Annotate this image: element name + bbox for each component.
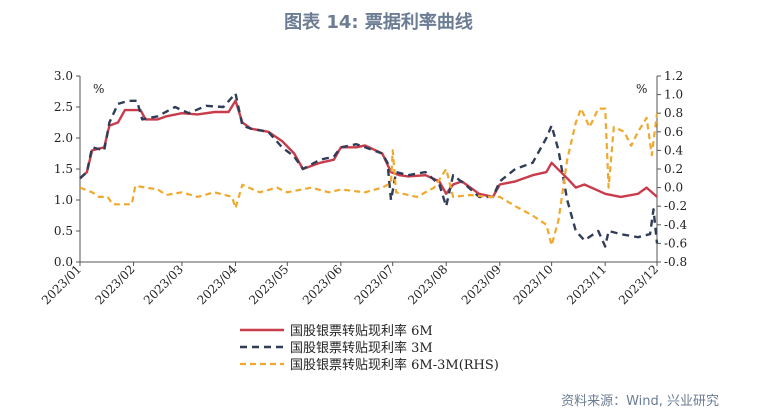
left-axis-unit-label: % — [93, 82, 104, 96]
legend-label-2: 国股银票转贴现利率 3M — [290, 340, 433, 356]
right-tick-label: 0.6 — [664, 125, 683, 139]
right-tick-label: 1.2 — [664, 69, 683, 83]
left-tick-label: 0.5 — [54, 224, 73, 238]
x-tick-label: 2023/10 — [511, 262, 556, 307]
x-tick-label: 2023/04 — [194, 262, 239, 307]
right-tick-label: 0.8 — [664, 106, 683, 120]
right-tick-label: -0.8 — [664, 255, 687, 269]
series-line-2 — [79, 92, 659, 248]
right-tick-label: -0.6 — [664, 236, 687, 250]
x-tick-label: 2023/02 — [93, 262, 138, 307]
left-tick-label: 3.0 — [54, 69, 73, 83]
legend-label-3: 国股银票转贴现利率 6M-3M(RHS) — [290, 357, 499, 373]
legend-label-1: 国股银票转贴现利率 6M — [290, 323, 433, 339]
left-tick-label: 0.0 — [54, 255, 73, 269]
right-tick-label: 1.0 — [664, 88, 683, 102]
series-lines-group — [79, 92, 659, 248]
x-tick-label: 2023/03 — [141, 262, 186, 307]
x-tick-label: 2023/05 — [246, 262, 291, 307]
right-tick-label: -0.2 — [664, 199, 687, 213]
right-axis-unit-label: % — [636, 82, 647, 96]
left-tick-label: 2.5 — [54, 100, 73, 114]
right-tick-label: 0.2 — [664, 162, 683, 176]
series-line-3 — [79, 107, 659, 247]
left-tick-label: 1.5 — [54, 162, 73, 176]
right-tick-label: 0.0 — [664, 181, 683, 195]
x-tick-label: 2023/07 — [352, 262, 397, 307]
series-line-1 — [79, 99, 658, 199]
left-tick-label: 2.0 — [54, 131, 73, 145]
x-tick-label: 2023/12 — [616, 262, 661, 307]
left-tick-label: 1.0 — [54, 193, 73, 207]
right-tick-label: -0.4 — [664, 218, 688, 232]
x-tick-label: 2023/06 — [300, 262, 345, 307]
x-tick-label: 2023/09 — [459, 262, 504, 307]
x-tick-label: 2023/08 — [405, 262, 450, 307]
chart-title: 图表 14: 票据利率曲线 — [284, 12, 473, 33]
source-note: 资料来源：Wind, 兴业研究 — [561, 394, 719, 409]
right-tick-label: 0.4 — [664, 143, 683, 157]
x-tick-label: 2023/11 — [564, 262, 609, 307]
